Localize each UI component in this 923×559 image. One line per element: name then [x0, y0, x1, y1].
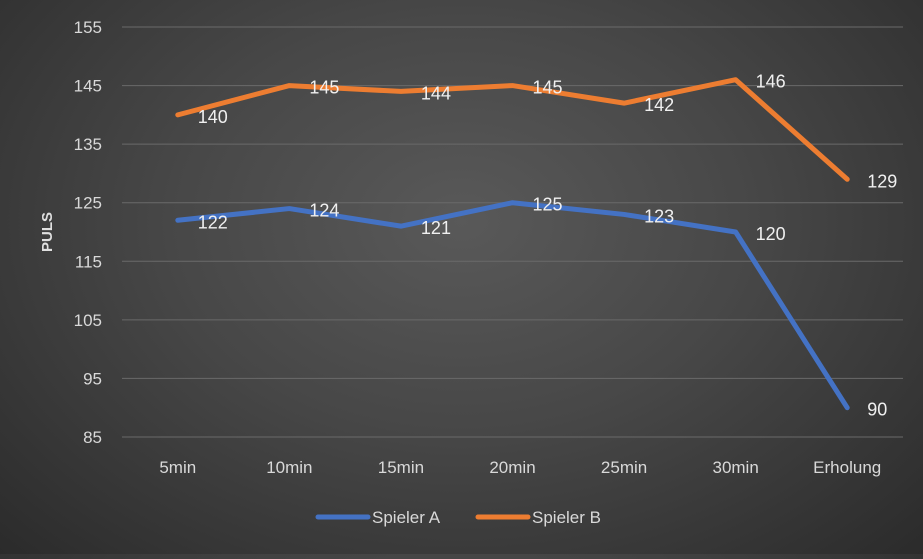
legend-label: Spieler A — [372, 508, 441, 527]
series-lines — [175, 77, 850, 411]
series-line-2 — [175, 77, 850, 182]
data-label: 122 — [198, 212, 228, 232]
data-label: 145 — [533, 78, 563, 98]
data-label: 120 — [756, 224, 786, 244]
data-label: 140 — [198, 107, 228, 127]
y-tick-label: 145 — [74, 77, 102, 96]
data-label: 121 — [421, 218, 451, 238]
y-axis-label: PULS — [39, 212, 56, 252]
y-tick-label: 85 — [83, 428, 102, 447]
data-label: 146 — [756, 72, 786, 92]
data-label: 144 — [421, 83, 451, 103]
gridlines — [122, 26, 903, 438]
series-line-1 — [175, 200, 850, 411]
legend: Spieler A Spieler B — [315, 508, 601, 527]
x-tick-label: 15min — [378, 458, 424, 477]
x-tick-label: 10min — [266, 458, 312, 477]
x-tick-label: Erholung — [813, 458, 881, 477]
y-tick-label: 135 — [74, 135, 102, 154]
data-labels: 122 124 121 125 123 120 90 140 145 144 145 142 146 12… — [198, 72, 897, 420]
x-tick-label: 5min — [159, 458, 196, 477]
y-tick-label: 155 — [74, 18, 102, 37]
y-tick-label: 115 — [75, 252, 102, 271]
data-label: 129 — [867, 171, 897, 191]
x-axis-ticks: 5min 10min 15min 20min 25min 30min Erholung — [159, 458, 881, 477]
y-tick-label: 95 — [83, 369, 102, 388]
x-tick-label: 30min — [712, 458, 758, 477]
legend-label: Spieler B — [532, 508, 601, 527]
data-label: 142 — [644, 95, 674, 115]
data-label: 90 — [867, 400, 887, 420]
y-tick-label: 125 — [74, 194, 102, 213]
data-label: 145 — [309, 78, 339, 98]
y-tick-label: 105 — [74, 311, 102, 330]
x-tick-label: 25min — [601, 458, 647, 477]
data-label: 123 — [644, 206, 674, 226]
y-axis-ticks: 85 95 105 115 125 135 145 155 — [74, 18, 102, 447]
data-label: 125 — [533, 195, 563, 215]
x-tick-label: 20min — [489, 458, 535, 477]
data-label: 124 — [309, 201, 339, 221]
